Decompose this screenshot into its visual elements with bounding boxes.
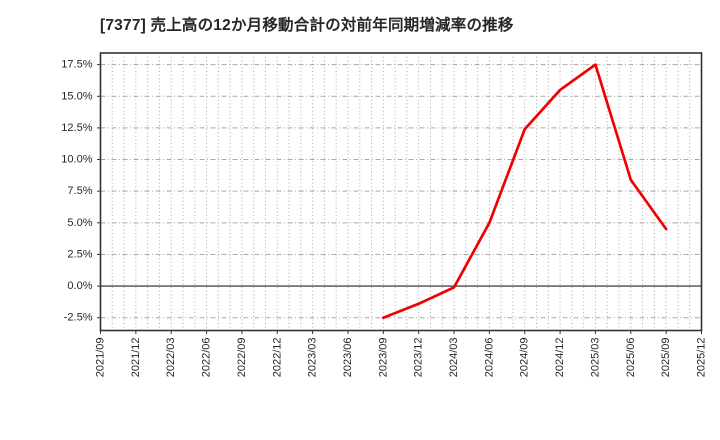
y-tick-label: 10.0%: [61, 154, 92, 166]
y-tick-label: 7.5%: [67, 185, 92, 197]
x-tick-label: 2025/06: [625, 338, 637, 378]
x-gridlines: [111, 53, 691, 331]
y-gridlines: [100, 64, 702, 319]
x-tick-label: 2025/03: [589, 338, 601, 378]
x-tick-label: 2024/03: [448, 338, 460, 378]
y-tick-label: -2.5%: [64, 312, 93, 324]
x-tick-label: 2022/12: [271, 338, 283, 378]
y-tick-label: 17.5%: [61, 59, 92, 71]
x-tick-label: 2021/12: [130, 338, 142, 378]
x-tick-label: 2025/09: [660, 338, 672, 378]
y-tick-label: 15.0%: [61, 90, 92, 102]
plot-frame: [99, 52, 703, 332]
y-tick-labels: -2.5% 0.0% 2.5% 5.0% 7.5% 10.0% 12.5% 15.0% 17.5…: [61, 59, 92, 324]
x-tick-label: 2022/06: [201, 338, 213, 378]
x-tick-label: 2021/09: [95, 338, 107, 378]
x-tick-label: 2022/03: [165, 338, 177, 378]
y-tick-label: 0.0%: [67, 280, 92, 292]
x-tick-label: 2023/03: [307, 338, 319, 378]
x-tick-label: 2024/06: [483, 337, 495, 377]
y-tick-label: 12.5%: [61, 122, 92, 134]
x-tick-label: 2024/12: [554, 338, 566, 378]
x-tick-label: 2022/09: [236, 338, 248, 378]
x-tick-label: 2023/09: [377, 338, 389, 378]
x-tick-label: 2024/09: [519, 338, 531, 378]
chart-title: [7377] 売上高の12か月移動合計の対前年同期増減率の推移: [100, 17, 514, 34]
x-tick-label: 2023/06: [342, 338, 354, 378]
axis-ticks: [97, 64, 702, 334]
x-tick-label: 2025/12: [696, 338, 708, 378]
x-tick-labels: 2021/09 2021/12 2022/03 2022/06 2022/09 2022/…: [95, 337, 708, 377]
data-line: [381, 63, 668, 320]
y-tick-label: 5.0%: [67, 217, 92, 229]
y-tick-label: 2.5%: [67, 248, 92, 260]
x-tick-label: 2023/12: [413, 338, 425, 378]
